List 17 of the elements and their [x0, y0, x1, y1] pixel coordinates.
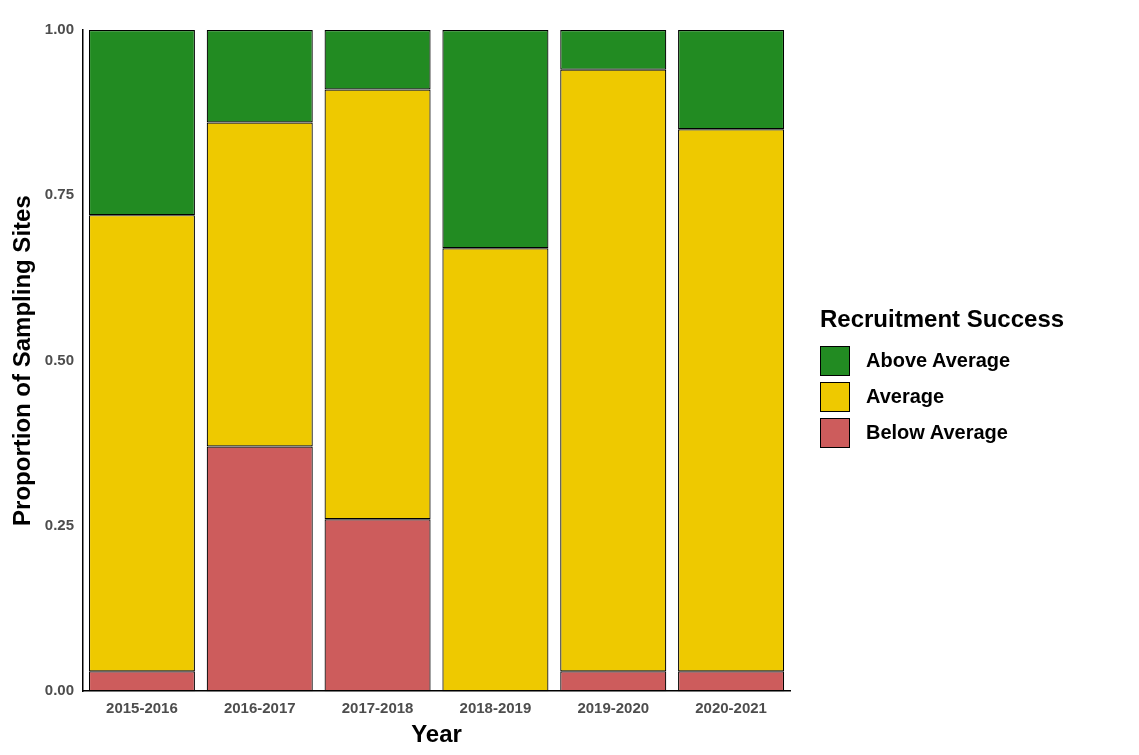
legend-title: Recruitment Success	[820, 304, 1065, 333]
x-tick-label: 2017-2018	[341, 699, 414, 717]
x-axis-title: Year	[411, 720, 462, 748]
y-axis-title: Proportion of Sampling Sites	[8, 195, 36, 526]
legend-label: Above Average	[866, 349, 1011, 372]
y-tick-label: 0.75	[44, 185, 74, 203]
x-tick-label: 2016-2017	[223, 699, 296, 717]
x-tick-label: 2015-2016	[106, 699, 178, 717]
y-tick-label: 0.50	[44, 350, 74, 368]
y-tick-label: 0.25	[44, 516, 74, 534]
y-tick-label: 1.00	[44, 20, 74, 38]
x-tick-label: 2019-2020	[577, 699, 650, 717]
text: Average	[866, 385, 945, 408]
x-tick-label: 2020-2021	[695, 699, 767, 717]
legend-label: Below Average	[866, 421, 1008, 444]
x-tick-label: 2018-2019	[459, 699, 532, 717]
y-tick-label: 0.00	[44, 681, 74, 699]
